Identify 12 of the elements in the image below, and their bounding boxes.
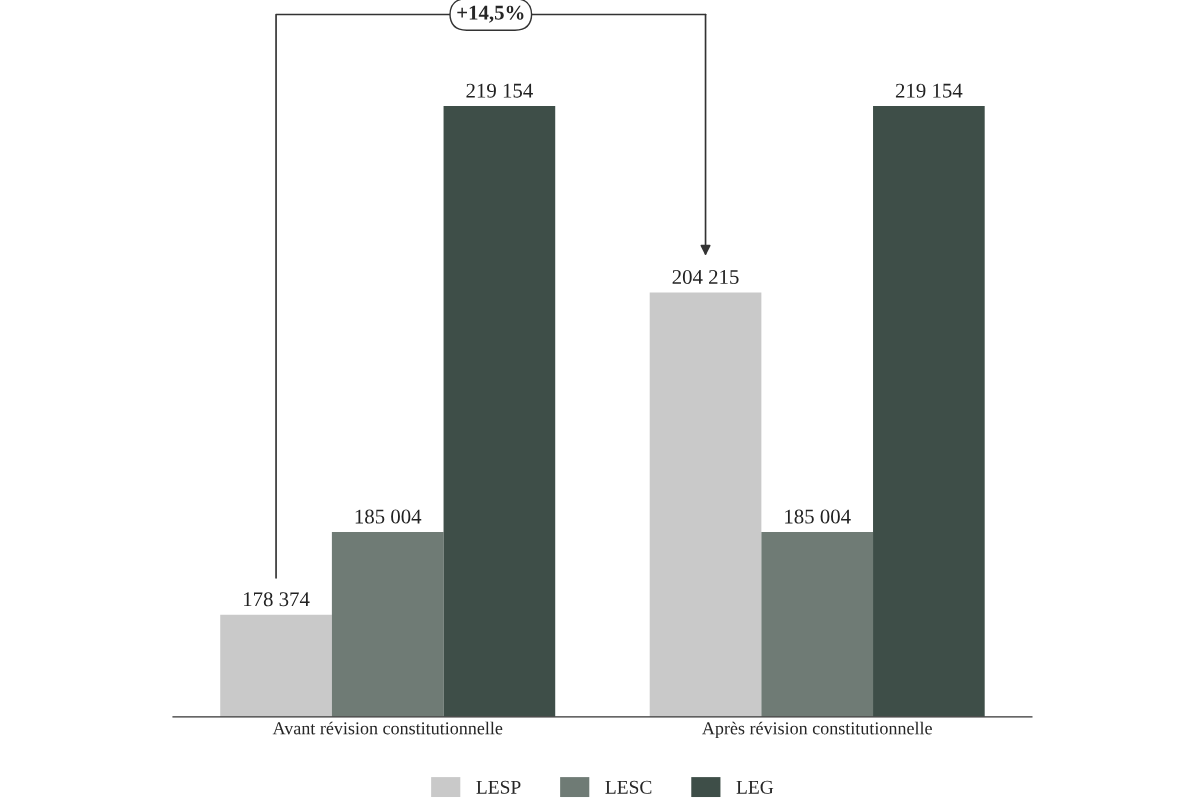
x-tick-label: Avant révision constitutionnelle <box>272 721 503 735</box>
data-label: 178 374 <box>244 592 310 607</box>
legend-label: LESP <box>476 780 521 794</box>
legend-label: LESC <box>605 780 652 794</box>
x-tick-label: Après révision constitutionnelle <box>702 721 932 739</box>
data-label: 185 004 <box>355 509 422 524</box>
data-label: 204 215 <box>672 269 739 285</box>
data-label: 185 004 <box>785 509 851 524</box>
legend-label: LEG <box>736 780 774 794</box>
data-label: 219 154 <box>466 83 533 98</box>
data-label: 219 154 <box>895 83 963 98</box>
text: +14,5% <box>457 5 524 23</box>
